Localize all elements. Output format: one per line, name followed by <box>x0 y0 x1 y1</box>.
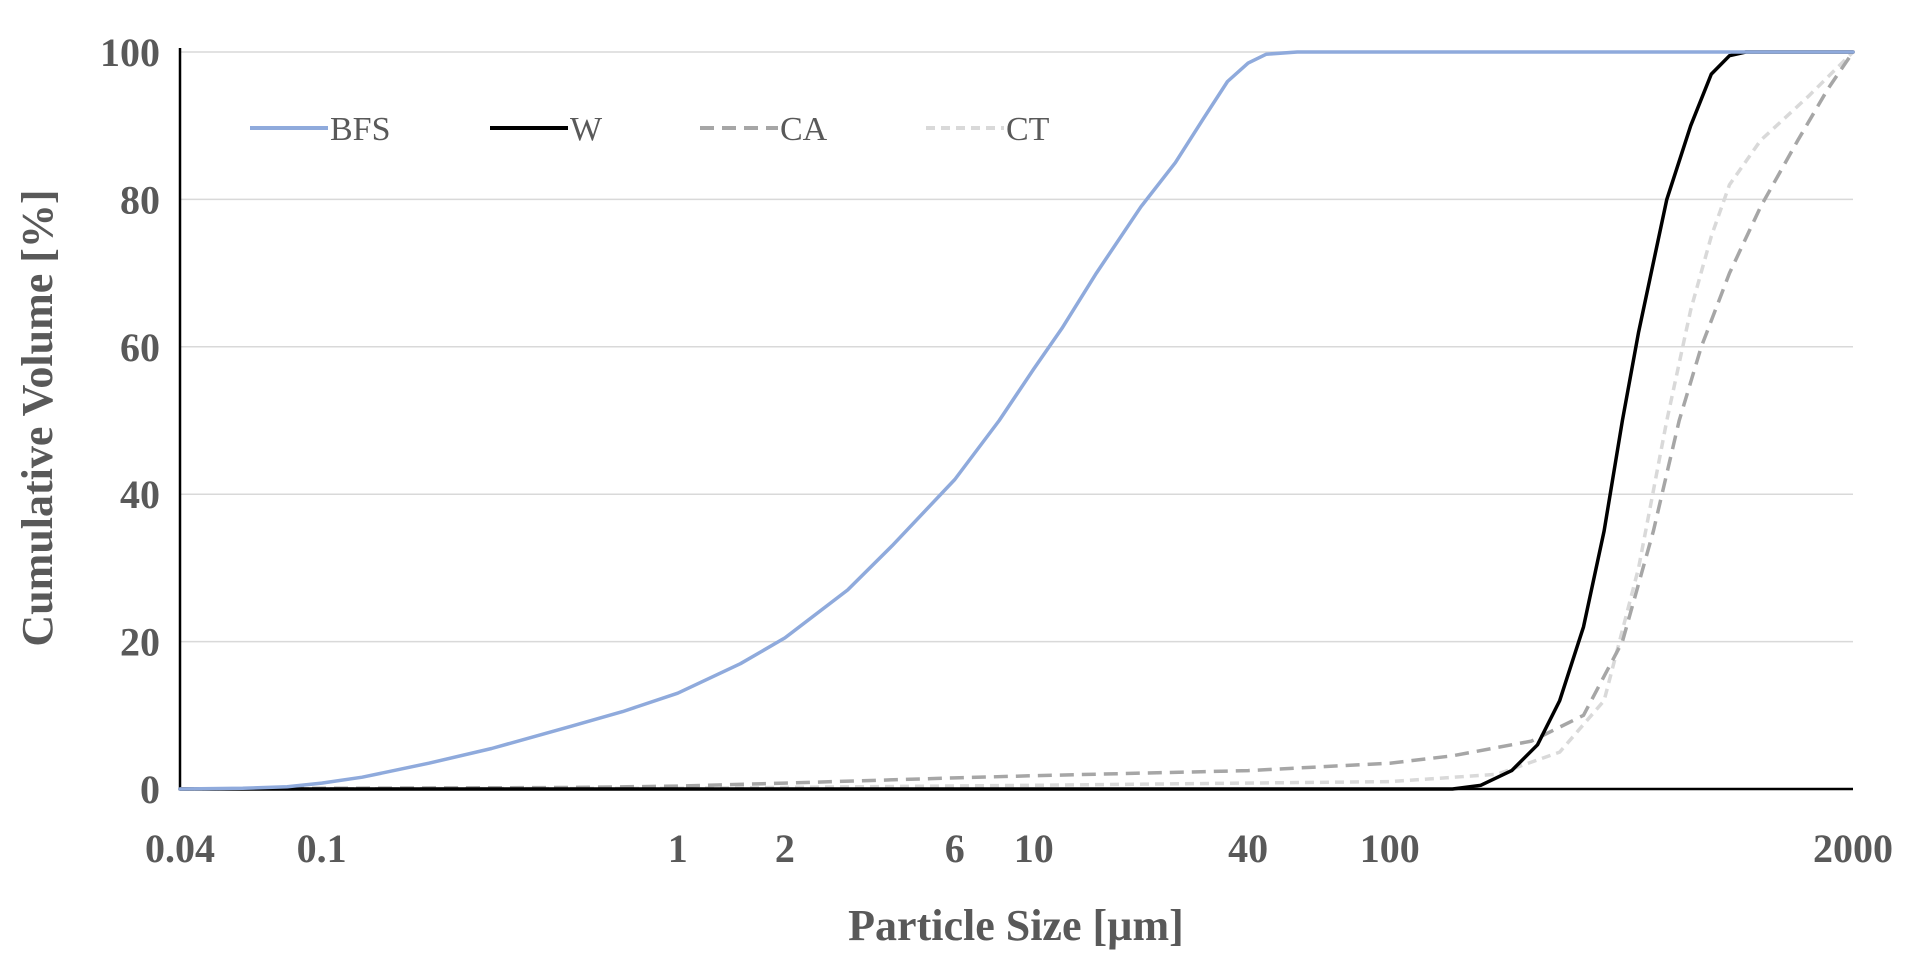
legend-label-w: W <box>570 111 603 148</box>
y-tick-labels: 0 20 40 60 80 100 <box>100 30 160 812</box>
legend-label-ct: CT <box>1006 111 1050 148</box>
series-line-ca <box>179 51 1855 791</box>
y-tick-label: 80 <box>120 177 160 222</box>
y-tick-label: 40 <box>120 472 160 517</box>
grid-lines <box>180 51 1853 643</box>
legend-label-bfs: BFS <box>330 111 391 148</box>
y-tick-label: 60 <box>120 325 160 370</box>
x-axis-title: Particle Size [µm] <box>848 901 1184 950</box>
series-line-w <box>178 50 1855 791</box>
y-tick-label: 100 <box>100 30 160 75</box>
x-tick-label: 1 <box>668 826 688 871</box>
x-tick-label: 0.04 <box>145 826 215 871</box>
series-line-bfs <box>178 50 1855 791</box>
x-tick-label: 6 <box>945 826 965 871</box>
y-tick-label: 0 <box>140 767 160 812</box>
legend-label-ca: CA <box>780 111 828 148</box>
x-tick-label: 100 <box>1360 826 1420 871</box>
y-tick-label: 20 <box>120 620 160 665</box>
series-lines <box>178 50 1855 791</box>
y-axis-title: Cumulative Volume [%] <box>13 189 62 646</box>
x-tick-label: 2 <box>775 826 795 871</box>
x-tick-labels: 0.04 0.1 1 2 6 10 40 100 2000 <box>145 826 1893 871</box>
x-tick-label: 40 <box>1228 826 1268 871</box>
x-tick-label: 0.1 <box>297 826 347 871</box>
x-tick-label: 10 <box>1014 826 1054 871</box>
legend: BFS W CA CT <box>250 111 1050 148</box>
x-tick-label: 2000 <box>1813 826 1893 871</box>
